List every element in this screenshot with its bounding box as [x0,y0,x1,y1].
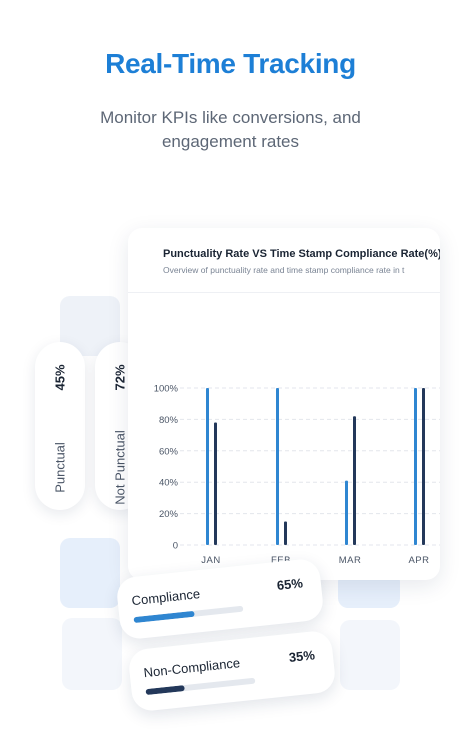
kpi-label: Punctual [52,442,68,493]
x-tick-label: MAR [339,555,362,566]
bg-tile [62,618,122,690]
bar [422,388,425,545]
non-compliance-label: Non-Compliance [142,655,241,681]
compliance-progress [133,605,244,624]
bg-tile [340,620,400,690]
non-compliance-card: Non-Compliance 35% [127,629,337,713]
bg-tile [60,538,120,608]
bar [276,388,279,545]
card-divider [128,292,440,293]
compliance-label: Compliance [130,586,201,609]
chart-card: Punctuality Rate VS Time Stamp Complianc… [128,228,440,580]
y-tick-label: 80% [159,415,179,426]
bar [414,388,417,545]
chart-subtitle: Overview of punctuality rate and time st… [163,265,405,275]
bar [345,480,348,545]
kpi-value: 72% [112,364,128,391]
compliance-percent: 65% [276,575,304,593]
x-tick-label: JAN [201,555,220,566]
bar [353,416,356,545]
non-compliance-percent: 35% [288,647,316,665]
bar-chart: 020%40%60%80%100%JANFEBMARAPR [154,384,440,566]
bar [206,388,209,545]
y-tick-label: 60% [159,446,179,457]
non-compliance-progress-fill [145,685,185,696]
y-tick-label: 40% [159,478,179,489]
bar [214,422,217,545]
kpi-punctual: 45% Punctual [35,342,85,510]
x-tick-label: APR [408,555,429,566]
page-title: Real-Time Tracking [105,48,356,79]
y-tick-label: 0 [173,541,178,552]
non-compliance-progress [145,677,256,696]
y-tick-label: 100% [154,384,179,395]
kpi-value: 45% [52,364,68,391]
kpi-label: Not Punctual [112,430,128,505]
page-subtitle: Monitor KPIs like conversions, and engag… [100,108,361,151]
y-tick-label: 20% [159,509,179,520]
bar [284,521,287,545]
compliance-progress-fill [133,610,195,624]
chart-title: Punctuality Rate VS Time Stamp Complianc… [163,248,440,260]
